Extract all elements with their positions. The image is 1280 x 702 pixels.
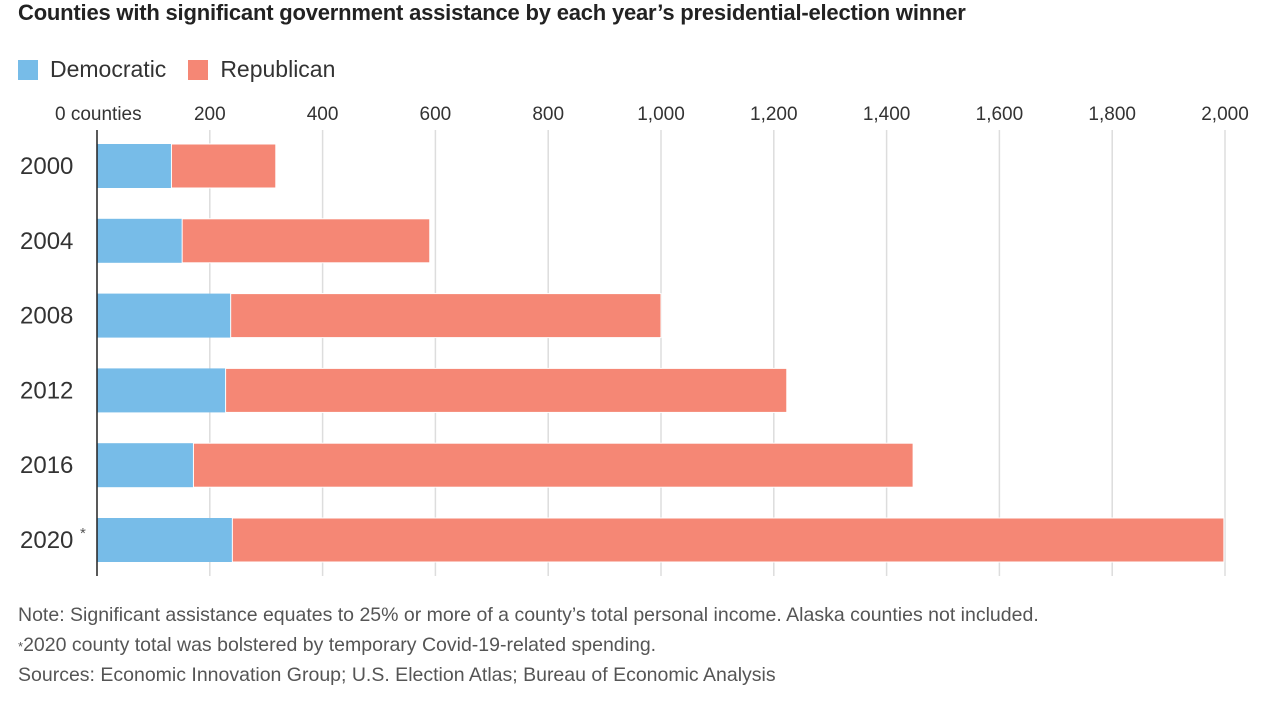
x-tick-label: 200 — [194, 104, 226, 125]
footnote-mark: * — [18, 639, 24, 654]
x-tick-label: 800 — [532, 104, 564, 125]
legend: Democratic Republican — [18, 56, 357, 83]
bar-democratic-2012 — [97, 368, 226, 413]
x-tick-label: 600 — [420, 104, 452, 125]
x-tick-label: 1,600 — [976, 104, 1024, 125]
bar-republican-2000 — [170, 143, 277, 189]
y-axis-categories: 2000 2004 2008 2012 2016 2020 * — [20, 153, 86, 554]
legend-label-republican: Republican — [220, 56, 336, 82]
chart-title: Counties with significant government ass… — [18, 0, 966, 25]
category-label: 2012 — [20, 377, 73, 404]
footnote-text: 2020 county total was bolstered by tempo… — [23, 634, 657, 656]
category-label: 2008 — [20, 303, 73, 330]
bar-chart: 0 counties 200 400 600 800 1,000 1,200 1,400 1,6… — [20, 104, 1249, 576]
legend-swatch-democratic — [18, 59, 38, 80]
legend-item-democratic: Democratic — [18, 56, 166, 83]
category-label: 2004 — [20, 228, 73, 255]
x-axis-ticks: 0 counties 200 400 600 800 1,000 1,200 1,400 1,6… — [55, 104, 1249, 125]
sources-text: Sources: Economic Innovation Group; U.S.… — [18, 664, 776, 686]
x-tick-label: 1,400 — [863, 104, 911, 125]
legend-label-democratic: Democratic — [50, 56, 167, 82]
bar-democratic-2020 — [97, 518, 233, 562]
bar-democratic-2004 — [97, 218, 183, 263]
legend-swatch-republican — [188, 59, 209, 80]
legend-item-republican: Republican — [188, 56, 335, 83]
footnote: *2020 county total was bolstered by temp… — [18, 630, 1039, 660]
bar-republican-2016 — [192, 442, 914, 488]
x-tick-label: 2,000 — [1201, 104, 1249, 125]
category-footnote-mark: * — [80, 525, 86, 542]
bar-democratic-2000 — [97, 144, 172, 188]
bar-democratic-2008 — [97, 293, 231, 338]
note-text: Note: Significant assistance equates to … — [18, 604, 1039, 626]
bar-democratic-2016 — [97, 443, 194, 488]
category-label: 2000 — [20, 153, 73, 180]
category-label: 2020 — [20, 527, 73, 554]
x-tick-label: 400 — [307, 104, 339, 125]
chart-notes: Note: Significant assistance equates to … — [18, 600, 1039, 690]
bar-republican-2020 — [231, 517, 1225, 563]
x-tick-label: 1,200 — [750, 104, 798, 125]
x-tick-label: 1,000 — [637, 104, 685, 125]
gridlines — [209, 130, 1226, 576]
category-label: 2016 — [20, 452, 73, 479]
x-tick-label: 1,800 — [1088, 104, 1136, 125]
bars — [97, 143, 1225, 563]
x-tick-label: 0 counties — [55, 104, 142, 125]
bar-republican-2008 — [230, 293, 662, 339]
bar-republican-2004 — [181, 218, 431, 264]
bar-republican-2012 — [225, 367, 788, 413]
